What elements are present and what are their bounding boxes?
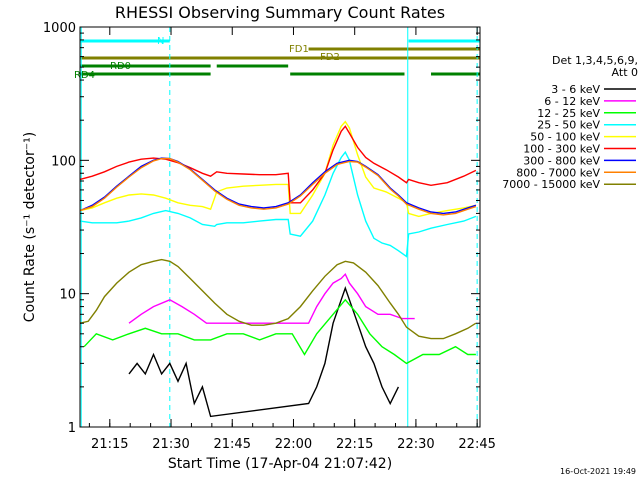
y-axis: 1 10 100 1000 bbox=[43, 21, 480, 436]
legend-header-0: Det 1,3,4,5,6,9, bbox=[552, 54, 638, 67]
state-bar-label-0: N bbox=[157, 36, 164, 47]
reference-lines bbox=[80, 27, 478, 427]
state-bar-label-5: RD4 bbox=[74, 70, 95, 81]
legend-label-7: 800 - 7000 keV bbox=[516, 166, 600, 179]
x-tick-label-4: 22:15 bbox=[336, 437, 373, 452]
series-lines bbox=[79, 120, 477, 418]
legend-label-5: 100 - 300 keV bbox=[523, 143, 600, 156]
series-line-6 bbox=[79, 157, 477, 215]
x-tick-label-5: 22:30 bbox=[397, 437, 434, 452]
series-line-7 bbox=[79, 157, 477, 216]
series-line-2 bbox=[83, 298, 476, 365]
x-tick-label-1: 21:30 bbox=[152, 437, 189, 452]
legend-label-2: 12 - 25 keV bbox=[537, 107, 600, 120]
footer-date: 16-Oct-2021 19:49 bbox=[560, 467, 636, 476]
plot-frame bbox=[79, 26, 481, 428]
y-axis-label: Count Rate (s⁻¹ detector⁻¹) bbox=[22, 132, 38, 322]
series-line-8 bbox=[79, 258, 477, 340]
x-axis-label: Start Time (17-Apr-04 21:07:42) bbox=[168, 456, 392, 472]
y-tick-label-2: 100 bbox=[51, 154, 76, 169]
series-line-5 bbox=[79, 125, 477, 204]
attenuator-state-bars: N FD1 FD2 RD0 RD4 bbox=[74, 36, 480, 81]
legend-label-6: 300 - 800 keV bbox=[523, 154, 600, 167]
legend-label-0: 3 - 6 keV bbox=[551, 83, 600, 96]
x-tick-label-2: 21:45 bbox=[214, 437, 251, 452]
series-line-3 bbox=[79, 150, 477, 258]
y-tick-label-0: 1 bbox=[68, 421, 76, 436]
state-bar-label-3: FD2 bbox=[320, 52, 340, 63]
x-tick-label-3: 22:00 bbox=[275, 437, 312, 452]
x-tick-label-6: 22:45 bbox=[458, 437, 495, 452]
y-tick-label-3: 1000 bbox=[43, 21, 76, 36]
legend-label-3: 25 - 50 keV bbox=[537, 119, 600, 132]
legend-header-1: Att 0 bbox=[612, 66, 638, 79]
y-tick-label-1: 10 bbox=[59, 288, 76, 303]
legend-label-1: 6 - 12 keV bbox=[544, 95, 600, 108]
legend-label-8: 7000 - 15000 keV bbox=[502, 178, 600, 191]
legend-label-4: 50 - 100 keV bbox=[530, 131, 600, 144]
chart-title: RHESSI Observing Summary Count Rates bbox=[115, 3, 445, 22]
series-line-1 bbox=[128, 272, 415, 324]
x-axis: 21:15 21:30 21:45 22:00 22:15 22:30 22:45 bbox=[88, 27, 496, 452]
series-line-0 bbox=[128, 285, 400, 418]
state-bar-label-4: RD0 bbox=[110, 61, 131, 72]
x-tick-label-0: 21:15 bbox=[91, 437, 128, 452]
state-bar-label-2: FD1 bbox=[289, 44, 309, 55]
